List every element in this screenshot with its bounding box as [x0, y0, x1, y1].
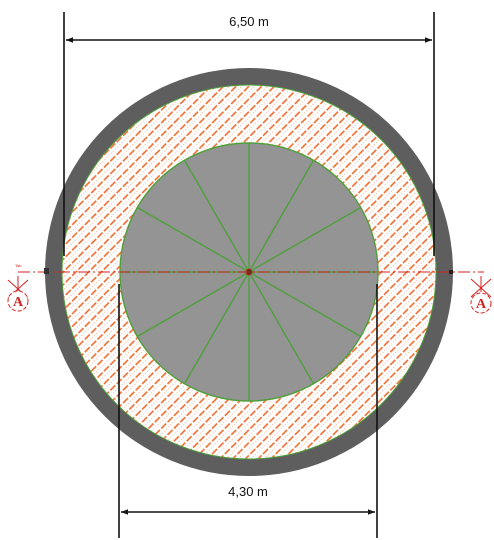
stair-tread-line	[136, 206, 250, 273]
stair-tread-line	[183, 271, 250, 385]
svg-text:Tab: Tab	[15, 263, 22, 268]
stair-tread-line	[248, 206, 362, 273]
stair-tread-line	[136, 271, 250, 338]
stair-tread-line	[183, 159, 250, 273]
section-tag-left: Tab A	[7, 263, 29, 312]
section-tag-right-letter: A	[476, 297, 487, 312]
section-marker-right	[449, 270, 453, 274]
stair-tread-line	[248, 271, 315, 385]
dimension-outer-diameter: 6,50 m	[63, 12, 435, 256]
section-tag-left-letter: A	[13, 295, 24, 310]
section-marker-left	[44, 268, 49, 274]
dimension-inner-diameter: 4,30 m	[118, 284, 378, 538]
stair-tread-line	[248, 271, 362, 338]
outer-diameter-label: 6,50 m	[229, 14, 269, 29]
inner-diameter-label: 4,30 m	[228, 484, 268, 499]
stair-tread-line	[248, 159, 315, 273]
section-tag-right: A	[470, 276, 492, 314]
